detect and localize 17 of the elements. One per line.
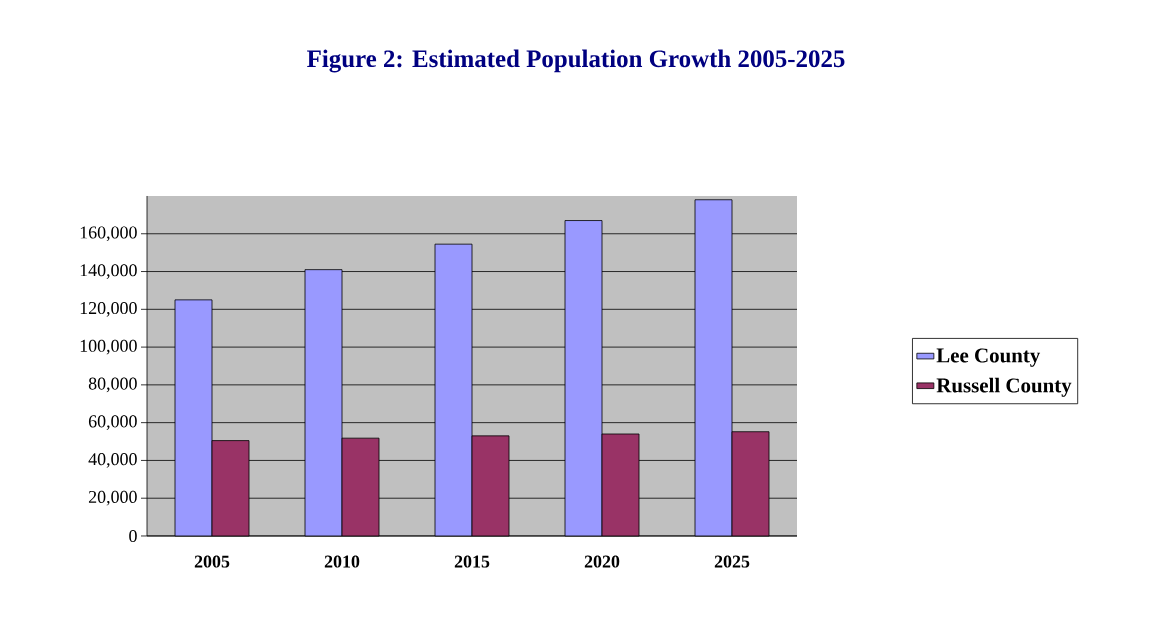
y-tick-label: 40,000 <box>88 453 137 468</box>
x-tick-label: 2010 <box>324 555 360 568</box>
legend-label: Russell County <box>936 377 1072 397</box>
x-tick-label: 2015 <box>454 555 490 568</box>
y-tick-label: 20,000 <box>88 490 137 506</box>
x-tick-label: 2020 <box>584 555 620 568</box>
y-tick-label: 140,000 <box>80 264 137 279</box>
y-tick-label: 80,000 <box>88 377 137 393</box>
y-tick-label: 0 <box>129 529 137 543</box>
x-tick-label: 2025 <box>714 555 750 568</box>
chart-title: Figure 2: Estimated Population Growth 2005-2025 <box>307 49 845 73</box>
y-tick-label: 60,000 <box>88 415 137 430</box>
y-tick-label: 160,000 <box>80 226 137 242</box>
x-tick-label: 2005 <box>194 555 230 568</box>
legend-label: Lee County <box>936 348 1041 367</box>
y-tick-label: 100,000 <box>80 339 137 355</box>
y-tick-label: 120,000 <box>80 301 137 317</box>
